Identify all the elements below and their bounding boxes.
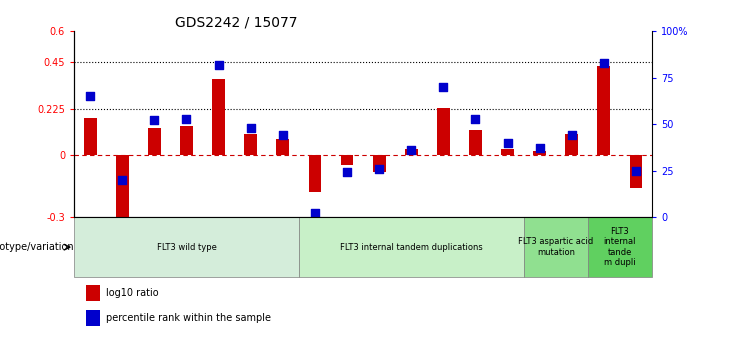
Bar [148,128,161,155]
Text: log10 ratio: log10 ratio [106,288,159,298]
Bar [501,149,514,155]
Bar [597,66,611,155]
Bar [405,149,418,155]
Point [598,60,610,66]
Point [116,177,128,183]
Bar [86,309,100,326]
Bar [341,155,353,166]
Bar [565,135,578,155]
Point [148,118,160,123]
Bar [74,217,299,277]
Text: percentile rank within the sample: percentile rank within the sample [106,313,271,323]
Bar [276,139,289,155]
Point [181,116,193,121]
Point [534,146,545,151]
Point [437,84,449,90]
Bar [84,118,96,155]
Point [566,132,578,138]
Title: GDS2242 / 15077: GDS2242 / 15077 [175,16,297,30]
Bar [299,217,524,277]
Bar [116,155,129,221]
Bar [437,108,450,155]
Bar [180,126,193,155]
Text: FLT3 internal tandem duplications: FLT3 internal tandem duplications [340,243,482,252]
Text: FLT3
internal
tande
m dupli: FLT3 internal tande m dupli [604,227,637,267]
Bar [588,217,652,277]
Bar [524,217,588,277]
Bar [212,79,225,155]
Point [373,166,385,171]
Text: genotype/variation: genotype/variation [0,242,74,252]
Text: FLT3 wild type: FLT3 wild type [156,243,216,252]
Point [277,132,289,138]
Point [245,125,256,130]
Point [502,140,514,146]
Point [405,147,417,153]
Bar [469,130,482,155]
Bar [245,135,257,155]
Point [470,116,482,121]
Bar [308,155,322,192]
Bar [373,155,385,172]
Bar [86,285,100,302]
Point [630,168,642,174]
Bar [630,155,642,188]
Bar [534,151,546,155]
Point [213,62,225,67]
Point [84,93,96,99]
Point [341,170,353,175]
Text: FLT3 aspartic acid
mutation: FLT3 aspartic acid mutation [518,237,594,257]
Point [309,211,321,216]
